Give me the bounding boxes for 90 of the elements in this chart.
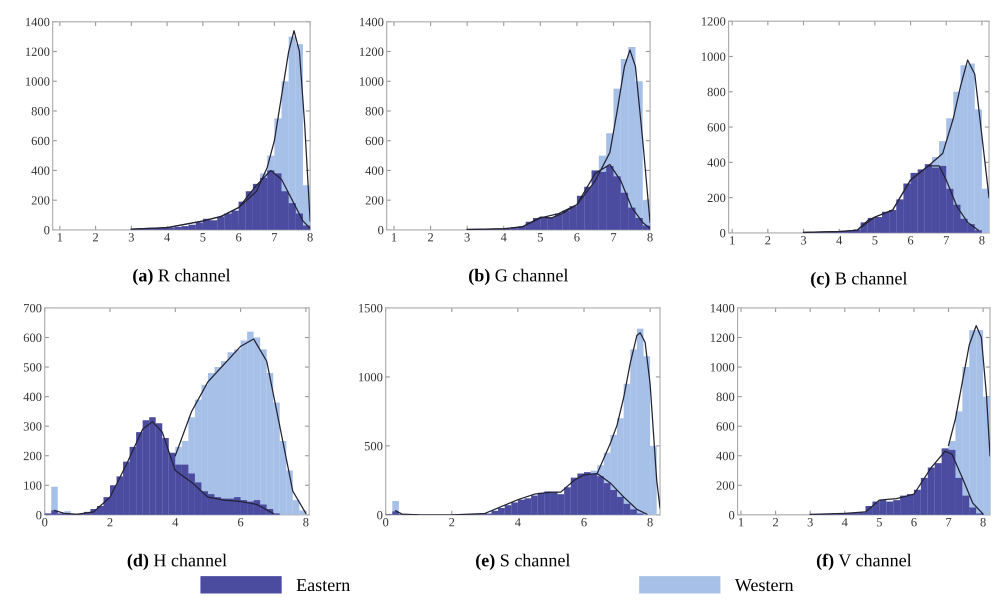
y-tick-label: 1000 xyxy=(710,363,734,372)
x-tick-label: 4 xyxy=(836,236,842,244)
x-tick-label: 1 xyxy=(58,233,62,242)
x-tick-label: 3 xyxy=(800,236,806,244)
x-tick-label: 2 xyxy=(107,518,112,526)
x-tick-label: 4 xyxy=(842,518,848,526)
x-tick-label: 7 xyxy=(611,233,616,242)
x-tick-label: 3 xyxy=(464,233,470,242)
y-tick-label: 600 xyxy=(366,136,384,146)
y-tick-label: 300 xyxy=(24,422,42,431)
x-tick-label: 5 xyxy=(872,236,878,244)
y-tick-label: 400 xyxy=(707,158,726,167)
y-tick-label: 600 xyxy=(716,422,734,431)
text: (f) V channel xyxy=(816,554,912,570)
x-tick-label: 8 xyxy=(979,236,985,244)
y-tick-label: 1000 xyxy=(702,52,726,61)
x-tick-label: 2 xyxy=(765,236,770,244)
y-tick-label: 200 xyxy=(716,481,734,490)
y-tick-label: 1200 xyxy=(26,48,50,56)
y-tick-label: 1000 xyxy=(358,372,382,382)
y-tick-label: 1400 xyxy=(360,18,384,26)
y-tick-label: 1400 xyxy=(710,304,734,312)
y-tick-label: 0 xyxy=(728,510,734,520)
x-tick-label: 5 xyxy=(538,233,543,242)
text: (d) H channel xyxy=(128,554,227,570)
y-tick-label: 800 xyxy=(366,107,384,116)
x-tick-label: 8 xyxy=(647,233,653,242)
x-tick-label: 4 xyxy=(172,518,178,526)
y-tick-label: 700 xyxy=(24,304,42,312)
x-tick-label: 2 xyxy=(93,233,98,242)
legend-label: Western xyxy=(734,579,794,592)
y-tick-label: 1000 xyxy=(26,77,50,86)
y-tick-label: 100 xyxy=(24,481,42,490)
x-tick-label: 2 xyxy=(449,518,454,526)
y-tick-label: 1200 xyxy=(710,334,734,342)
text: (a) R channel xyxy=(133,268,230,286)
x-tick-label: 6 xyxy=(911,518,917,526)
x-tick-label: 5 xyxy=(200,233,206,242)
text: (b) G channel xyxy=(469,268,568,286)
x-tick-label: 6 xyxy=(574,233,580,242)
x-tick-label: 8 xyxy=(647,518,653,526)
text: (e) S channel xyxy=(476,554,570,570)
x-tick-label: 6 xyxy=(908,236,914,244)
y-tick-label: 0 xyxy=(377,510,382,520)
y-tick-label: 500 xyxy=(24,363,42,372)
text: (c) B channel xyxy=(811,272,908,288)
y-tick-label: 200 xyxy=(366,196,384,205)
y-tick-label: 1200 xyxy=(702,17,726,26)
x-tick-label: 4 xyxy=(164,233,170,242)
x-tick-label: 8 xyxy=(980,518,986,526)
y-tick-label: 400 xyxy=(23,392,42,402)
x-tick-label: 8 xyxy=(303,518,309,526)
x-tick-label: 1 xyxy=(392,233,396,242)
x-tick-label: 1 xyxy=(730,236,735,244)
x-tick-label: 3 xyxy=(808,518,813,526)
legend-label: Eastern xyxy=(296,579,350,592)
y-tick-label: 400 xyxy=(31,166,50,175)
y-tick-label: 1500 xyxy=(358,304,382,312)
x-tick-label: 8 xyxy=(307,233,313,242)
y-tick-label: 1200 xyxy=(360,48,384,56)
y-tick-label: 800 xyxy=(32,107,50,116)
x-tick-label: 5 xyxy=(876,518,882,526)
y-tick-label: 400 xyxy=(716,452,734,460)
x-tick-label: 3 xyxy=(128,233,134,242)
x-tick-label: 7 xyxy=(272,233,278,242)
y-tick-label: 600 xyxy=(24,334,42,342)
y-tick-label: 1000 xyxy=(360,77,384,86)
y-tick-label: 600 xyxy=(32,136,50,146)
y-tick-label: 0 xyxy=(378,226,384,234)
x-tick-label: 6 xyxy=(238,518,244,526)
y-tick-label: 1400 xyxy=(26,18,50,26)
y-tick-label: 0 xyxy=(44,226,50,234)
y-tick-label: 200 xyxy=(32,196,50,205)
x-tick-label: 7 xyxy=(944,236,949,244)
y-tick-label: 500 xyxy=(364,442,382,450)
y-tick-label: 800 xyxy=(708,88,726,96)
y-tick-label: 800 xyxy=(716,392,734,402)
x-tick-label: 4 xyxy=(515,518,521,526)
x-tick-label: 4 xyxy=(500,233,507,242)
y-tick-label: 200 xyxy=(708,194,726,202)
x-tick-label: 7 xyxy=(946,518,952,526)
x-tick-label: 2 xyxy=(773,518,778,526)
x-tick-label: 6 xyxy=(236,233,242,242)
y-tick-label: 400 xyxy=(365,166,384,175)
x-tick-label: 6 xyxy=(581,518,587,526)
y-tick-label: 600 xyxy=(708,123,726,132)
y-tick-label: 0 xyxy=(36,510,42,520)
x-tick-label: 2 xyxy=(428,233,434,242)
y-tick-label: 200 xyxy=(24,452,42,460)
x-tick-label: 1 xyxy=(738,518,744,526)
